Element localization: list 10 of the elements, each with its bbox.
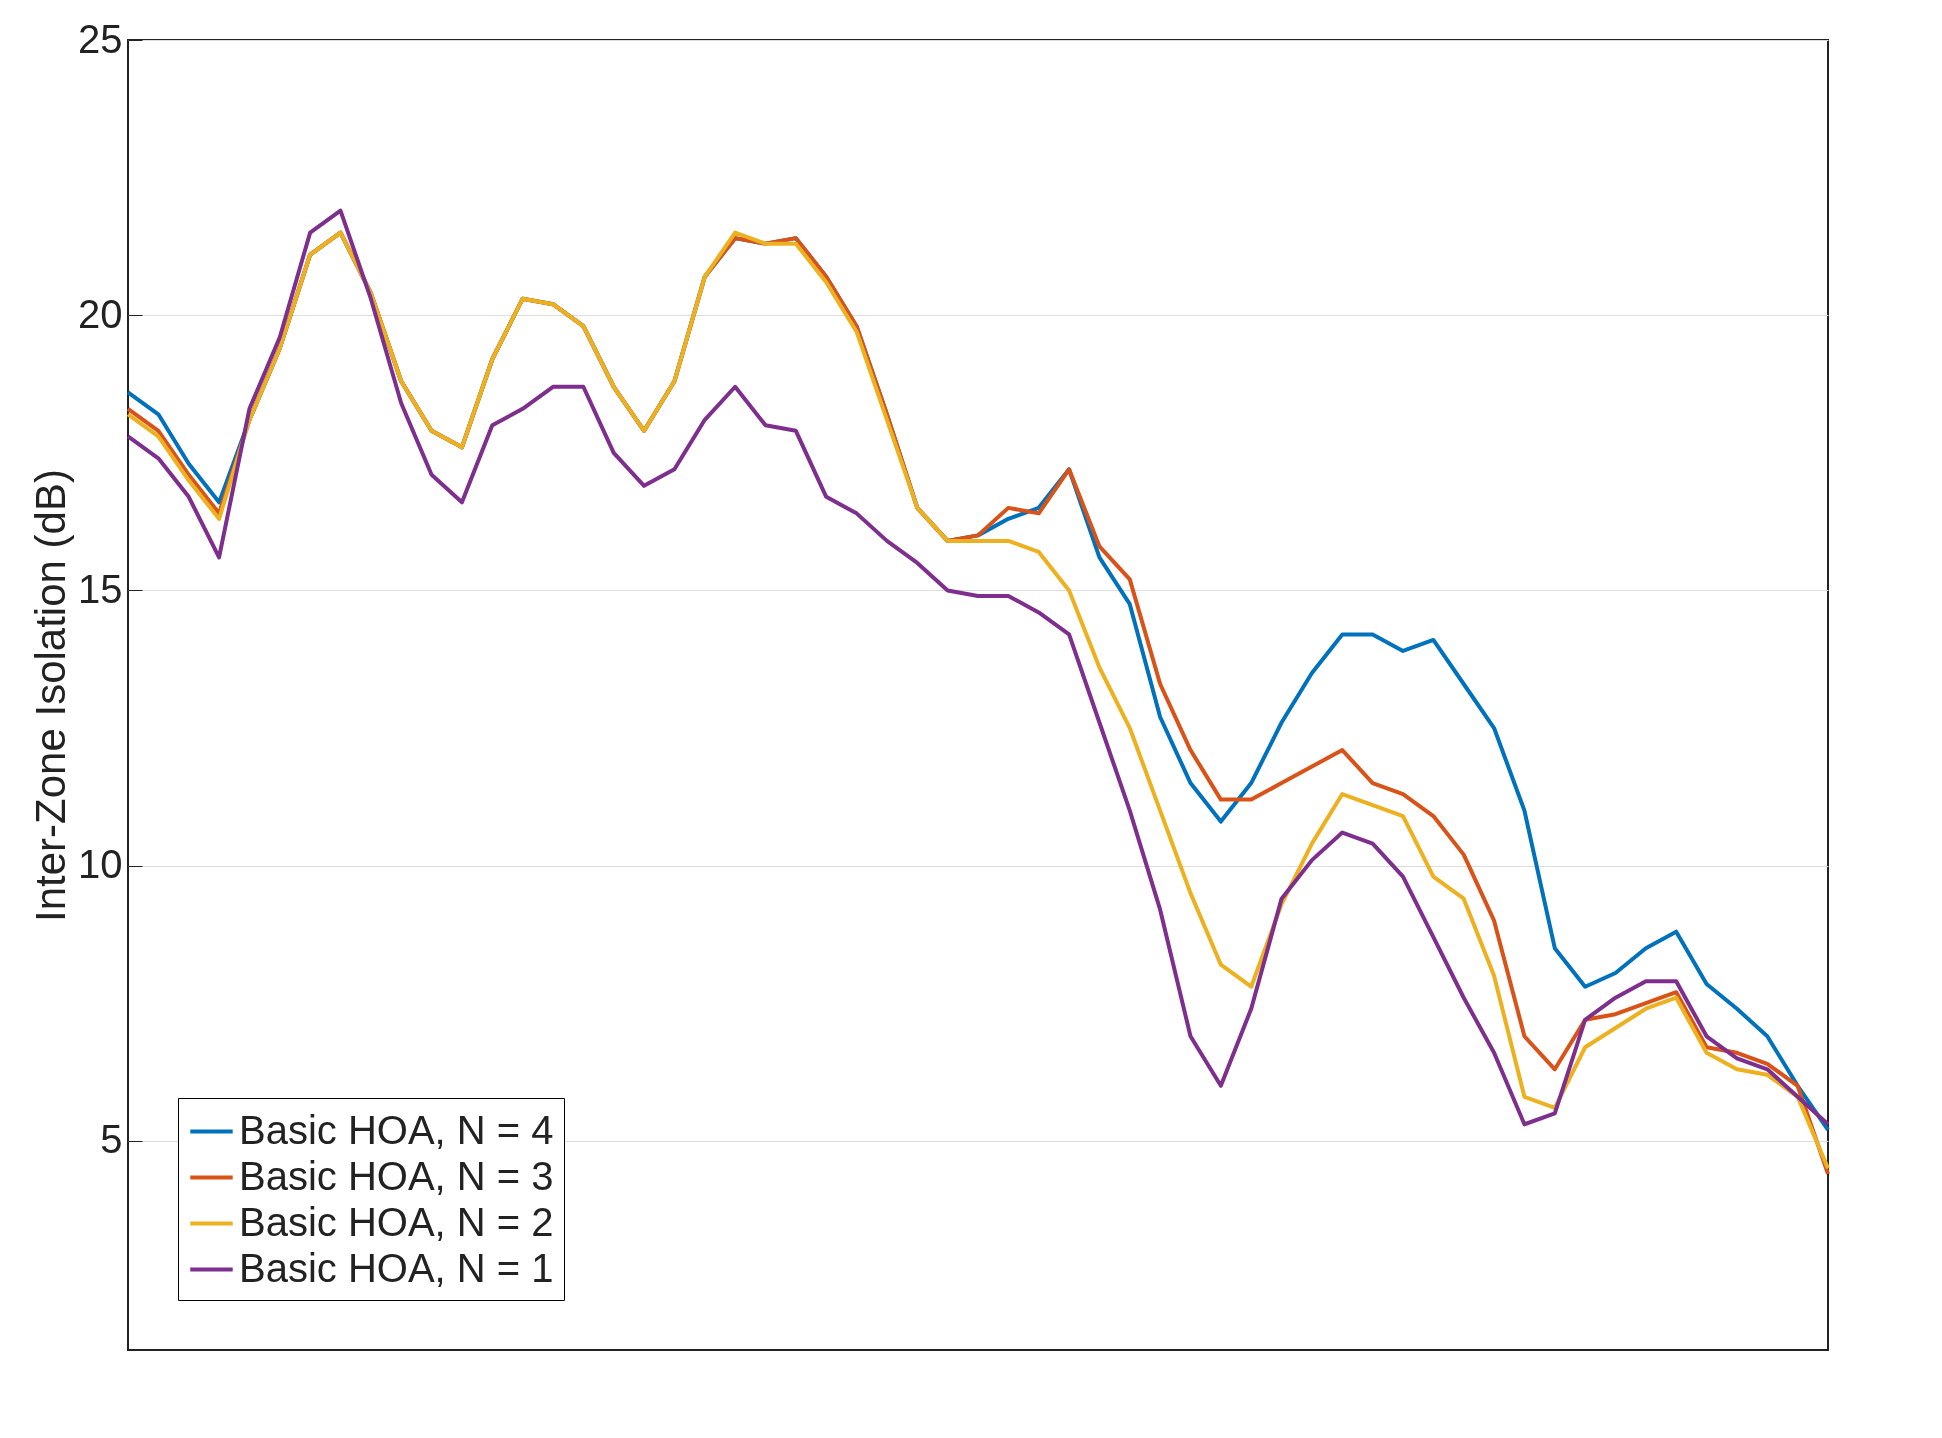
legend-label: Basic HOA, N = 1 (239, 1245, 554, 1290)
y-axis-title: Inter-Zone Isolation (dB) (27, 469, 75, 922)
legend-label: Basic HOA, N = 2 (239, 1199, 554, 1244)
legend-label: Basic HOA, N = 4 (239, 1107, 554, 1152)
y-tick-label: 10 (78, 842, 123, 887)
y-tick-label: 15 (78, 566, 123, 611)
y-tick-label: 5 (100, 1117, 123, 1162)
y-tick-label: 20 (78, 291, 123, 336)
legend-label: Basic HOA, N = 3 (239, 1153, 554, 1198)
y-tick-label: 25 (78, 16, 123, 61)
